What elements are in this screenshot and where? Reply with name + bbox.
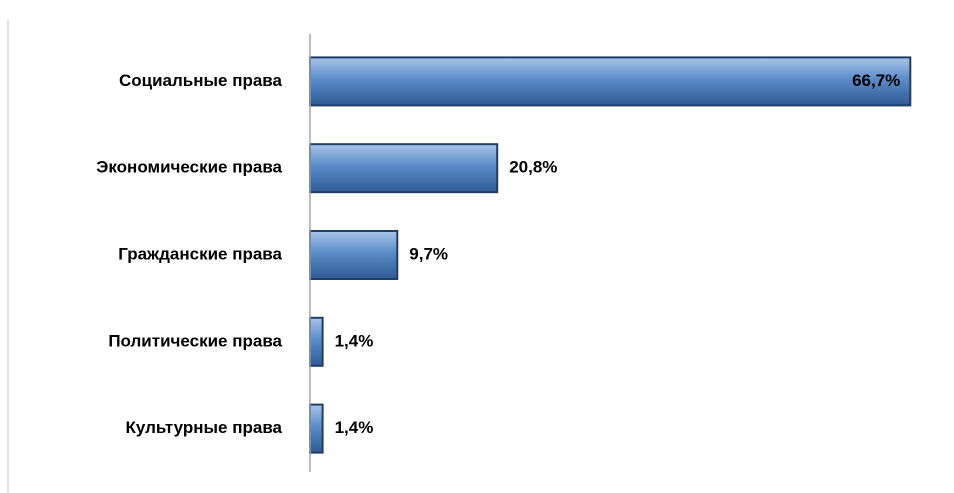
bar [309, 316, 324, 367]
data-label: 20,8% [509, 158, 557, 177]
data-label: 1,4% [335, 418, 374, 437]
y-tick-label: Гражданские права [118, 244, 282, 263]
data-label: 9,7% [409, 244, 448, 263]
bar [309, 403, 324, 454]
y-tick-label: Экономические права [96, 158, 282, 177]
data-label: 66,7% [852, 71, 900, 90]
bar [309, 56, 912, 107]
y-tick-label: Культурные права [126, 418, 283, 437]
data-label: 1,4% [335, 331, 374, 350]
y-tick-label: Политические права [108, 331, 282, 350]
bar [309, 143, 499, 194]
y-tick-label: Социальные права [119, 71, 283, 90]
bar [309, 230, 399, 280]
